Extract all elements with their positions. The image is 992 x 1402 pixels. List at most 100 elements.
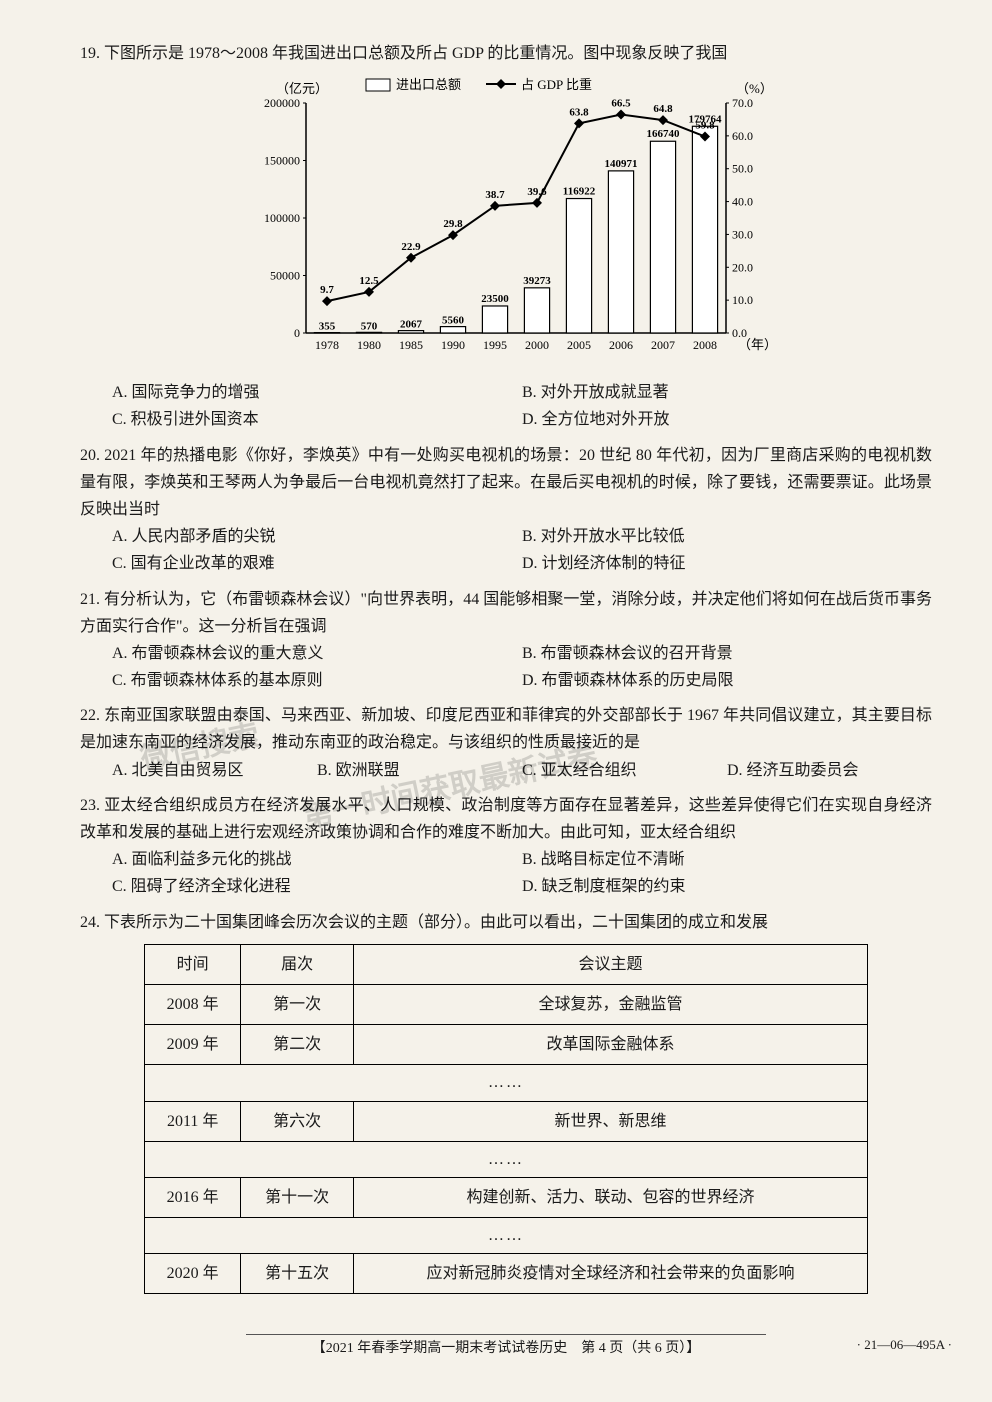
svg-text:进出口总额: 进出口总额	[396, 77, 461, 92]
q20-optC: C. 国有企业改革的艰难	[112, 550, 522, 577]
import-export-chart: 0500001000001500002000000.010.020.030.04…	[236, 73, 776, 373]
svg-text:38.7: 38.7	[485, 189, 505, 201]
q24-stem: 24. 下表所示为二十国集团峰会历次会议的主题（部分）。由此可以看出，二十国集团…	[80, 909, 932, 936]
q24: 24. 下表所示为二十国集团峰会历次会议的主题（部分）。由此可以看出，二十国集团…	[80, 909, 932, 1295]
q21: 21. 有分析认为，它（布雷顿森林会议）"向世界表明，44 国能够相聚一堂，消除…	[80, 586, 932, 695]
svg-text:50.0: 50.0	[732, 162, 753, 176]
svg-text:2006: 2006	[609, 338, 633, 352]
q23-optB: B. 战略目标定位不清晰	[522, 846, 932, 873]
svg-text:355: 355	[319, 321, 336, 333]
q19: 19. 下图所示是 1978～2008 年我国进出口总额及所占 GDP 的比重情…	[80, 40, 932, 434]
svg-text:5560: 5560	[442, 315, 465, 327]
svg-text:1985: 1985	[399, 338, 423, 352]
th-time: 时间	[144, 944, 241, 984]
q21-optC: C. 布雷顿森林体系的基本原则	[112, 667, 522, 694]
q20-stem: 20. 2021 年的热播电影《你好，李焕英》中有一处购买电视机的场景：20 世…	[80, 442, 932, 524]
svg-text:2008: 2008	[693, 338, 717, 352]
svg-text:23500: 23500	[481, 293, 509, 305]
svg-text:2005: 2005	[567, 338, 591, 352]
svg-text:59.8: 59.8	[695, 120, 715, 132]
svg-text:1978: 1978	[315, 338, 339, 352]
svg-text:占 GDP 比重: 占 GDP 比重	[521, 77, 592, 92]
svg-text:29.8: 29.8	[443, 218, 463, 230]
table-row: 2016 年第十一次构建创新、活力、联动、包容的世界经济	[144, 1177, 867, 1217]
th-theme: 会议主题	[353, 944, 867, 984]
q20-optD: D. 计划经济体制的特征	[522, 550, 932, 577]
q19-optA: A. 国际竞争力的增强	[112, 379, 522, 406]
q20-options: A. 人民内部矛盾的尖锐 B. 对外开放水平比较低 C. 国有企业改革的艰难 D…	[80, 523, 932, 577]
svg-text:140971: 140971	[605, 158, 638, 170]
svg-text:100000: 100000	[264, 211, 300, 225]
svg-text:22.9: 22.9	[401, 241, 421, 253]
q19-optC: C. 积极引进外国资本	[112, 406, 522, 433]
svg-text:1980: 1980	[357, 338, 381, 352]
svg-text:（年）: （年）	[738, 337, 776, 352]
svg-text:63.8: 63.8	[569, 107, 589, 119]
footer-text: 【2021 年春季学期高一期末考试试卷历史 第 4 页（共 6 页）】	[312, 1341, 701, 1356]
table-row: ……	[144, 1218, 867, 1254]
q23-optA: A. 面临利益多元化的挑战	[112, 846, 522, 873]
svg-text:2000: 2000	[525, 338, 549, 352]
q21-optB: B. 布雷顿森林会议的召开背景	[522, 640, 932, 667]
q22-optA: A. 北美自由贸易区	[112, 757, 317, 784]
table-row: 2011 年第六次新世界、新思维	[144, 1101, 867, 1141]
svg-text:0: 0	[294, 326, 300, 340]
svg-text:150000: 150000	[264, 154, 300, 168]
svg-text:40.0: 40.0	[732, 195, 753, 209]
svg-text:116922: 116922	[563, 186, 596, 198]
q20-optA: A. 人民内部矛盾的尖锐	[112, 523, 522, 550]
q22-optC: C. 亚太经合组织	[522, 757, 727, 784]
q23-optC: C. 阻碍了经济全球化进程	[112, 873, 522, 900]
q21-optD: D. 布雷顿森林体系的历史局限	[522, 667, 932, 694]
svg-text:570: 570	[361, 321, 378, 333]
svg-text:1995: 1995	[483, 338, 507, 352]
table-row: ……	[144, 1141, 867, 1177]
page-footer: 【2021 年春季学期高一期末考试试卷历史 第 4 页（共 6 页）】 · 21…	[80, 1334, 932, 1361]
svg-text:200000: 200000	[264, 96, 300, 110]
q19-chart: 0500001000001500002000000.010.020.030.04…	[80, 73, 932, 373]
svg-text:2067: 2067	[400, 319, 423, 331]
summit-table: 时间 届次 会议主题 2008 年第一次全球复苏，金融监管2009 年第二次改革…	[144, 944, 868, 1295]
q20: 20. 2021 年的热播电影《你好，李焕英》中有一处购买电视机的场景：20 世…	[80, 442, 932, 578]
svg-text:166740: 166740	[647, 128, 681, 140]
table-row: ……	[144, 1065, 867, 1101]
svg-text:1990: 1990	[441, 338, 465, 352]
q23: 23. 亚太经合组织成员方在经济发展水平、人口规模、政治制度等方面存在显著差异，…	[80, 792, 932, 901]
q22-optD: D. 经济互助委员会	[727, 757, 932, 784]
table-row: 2008 年第一次全球复苏，金融监管	[144, 984, 867, 1024]
q23-optD: D. 缺乏制度框架的约束	[522, 873, 932, 900]
q23-stem: 23. 亚太经合组织成员方在经济发展水平、人口规模、政治制度等方面存在显著差异，…	[80, 792, 932, 846]
table-row: 时间 届次 会议主题	[144, 944, 867, 984]
svg-text:39273: 39273	[523, 275, 551, 287]
svg-text:70.0: 70.0	[732, 96, 753, 110]
q22: 22. 东南亚国家联盟由泰国、马来西亚、新加坡、印度尼西亚和菲律宾的外交部部长于…	[80, 702, 932, 784]
svg-text:（%）: （%）	[736, 81, 773, 96]
q19-options: A. 国际竞争力的增强 B. 对外开放成就显著 C. 积极引进外国资本 D. 全…	[80, 379, 932, 433]
q23-options: A. 面临利益多元化的挑战 B. 战略目标定位不清晰 C. 阻碍了经济全球化进程…	[80, 846, 932, 900]
svg-text:64.8: 64.8	[653, 103, 673, 115]
svg-text:12.5: 12.5	[359, 275, 379, 287]
svg-text:（亿元）: （亿元）	[276, 81, 328, 96]
q21-optA: A. 布雷顿森林会议的重大意义	[112, 640, 522, 667]
svg-text:39.6: 39.6	[527, 186, 547, 198]
q22-stem: 22. 东南亚国家联盟由泰国、马来西亚、新加坡、印度尼西亚和菲律宾的外交部部长于…	[80, 702, 932, 756]
q20-optB: B. 对外开放水平比较低	[522, 523, 932, 550]
svg-text:60.0: 60.0	[732, 129, 753, 143]
svg-text:20.0: 20.0	[732, 260, 753, 274]
q21-stem: 21. 有分析认为，它（布雷顿森林会议）"向世界表明，44 国能够相聚一堂，消除…	[80, 586, 932, 640]
svg-text:2007: 2007	[651, 338, 675, 352]
table-row: 2009 年第二次改革国际金融体系	[144, 1025, 867, 1065]
q22-optB: B. 欧洲联盟	[317, 757, 522, 784]
footer-code: · 21—06—495A ·	[857, 1334, 952, 1356]
svg-text:66.5: 66.5	[611, 98, 631, 110]
q19-optD: D. 全方位地对外开放	[522, 406, 932, 433]
table-row: 2020 年第十五次应对新冠肺炎疫情对全球经济和社会带来的负面影响	[144, 1254, 867, 1294]
svg-text:10.0: 10.0	[732, 293, 753, 307]
svg-text:30.0: 30.0	[732, 228, 753, 242]
q19-stem: 19. 下图所示是 1978～2008 年我国进出口总额及所占 GDP 的比重情…	[80, 40, 932, 67]
svg-text:9.7: 9.7	[320, 284, 334, 296]
th-session: 届次	[241, 944, 353, 984]
q19-optB: B. 对外开放成就显著	[522, 379, 932, 406]
svg-text:50000: 50000	[270, 269, 300, 283]
q22-options: A. 北美自由贸易区 B. 欧洲联盟 C. 亚太经合组织 D. 经济互助委员会	[80, 757, 932, 784]
